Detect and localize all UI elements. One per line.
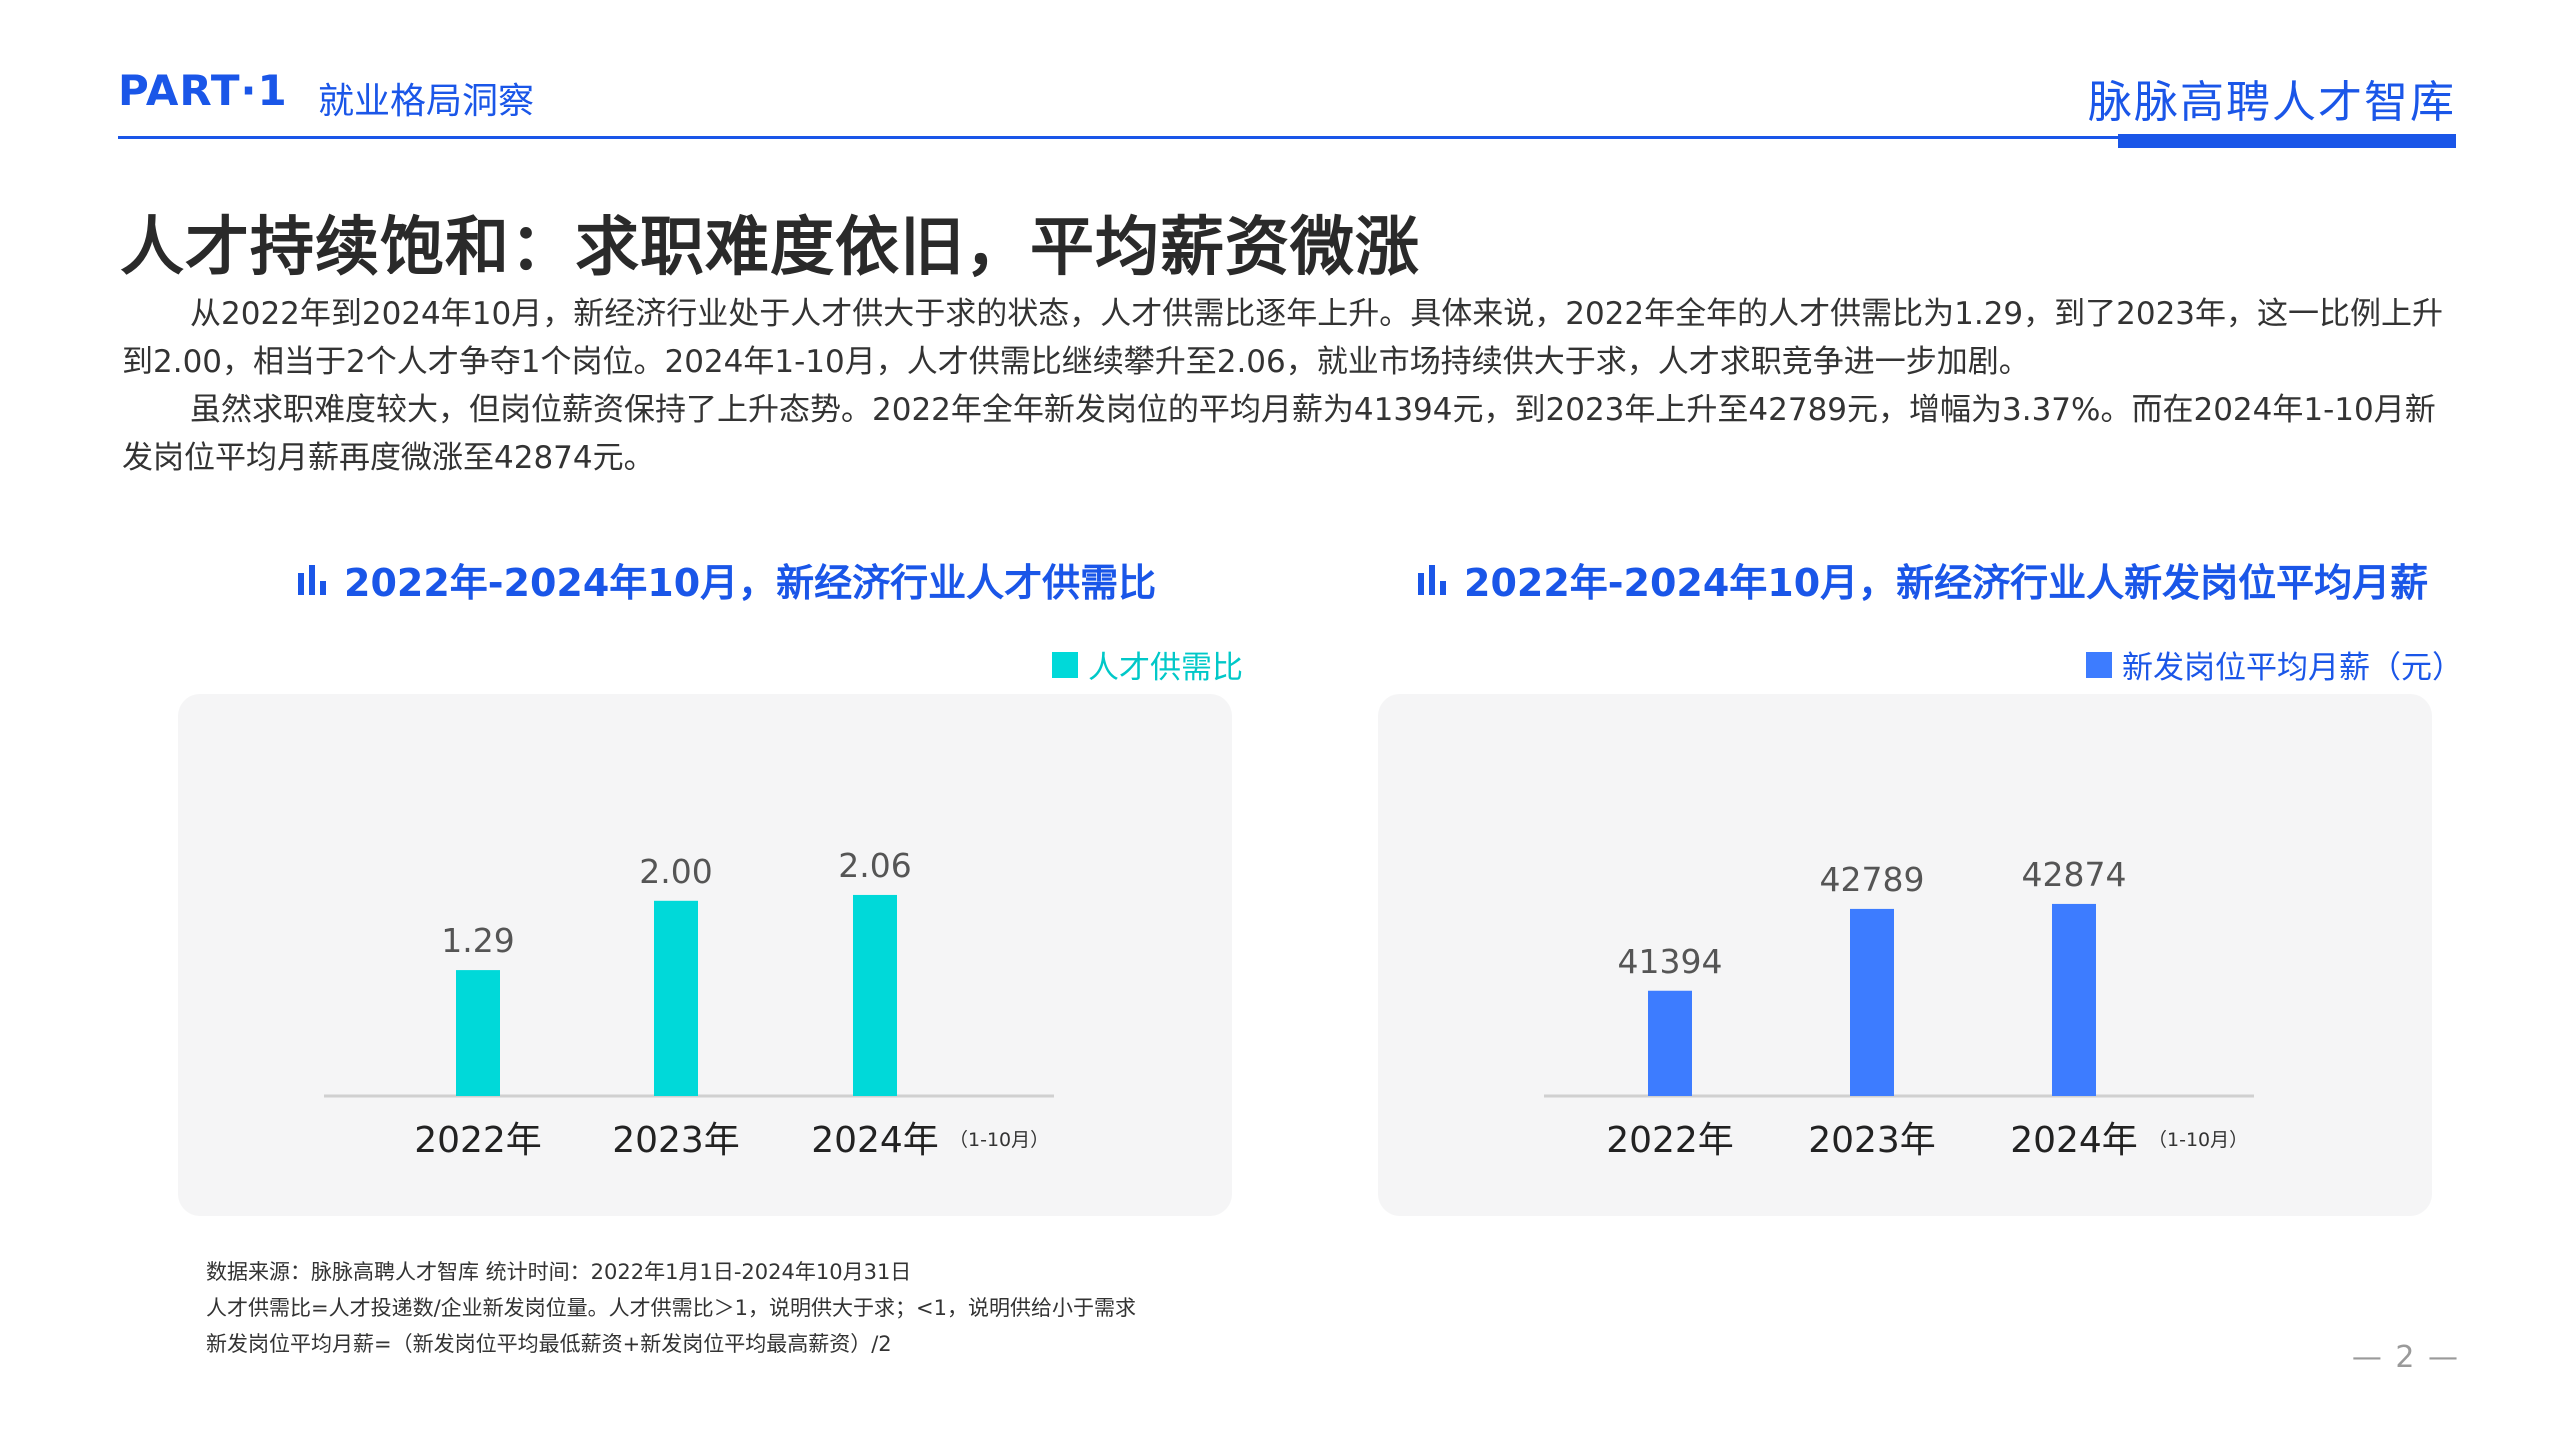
chart2-category-label: 2024年 (2010, 1120, 2138, 1161)
section-title: 就业格局洞察 (318, 81, 535, 122)
chart2-value-label: 42789 (1820, 860, 1925, 899)
chart1-title: 2022年-2024年10月，新经济行业人才供需比 (298, 552, 1156, 607)
part-label: PART·1 (118, 66, 288, 115)
page-number: — 2 — (2351, 1340, 2460, 1375)
chart1-legend: 人才供需比 (1052, 642, 1243, 687)
chart1-category-label: 2022年 (414, 1120, 542, 1161)
chart2-value-label: 42874 (2022, 855, 2127, 894)
chart2-category-label: 2022年 (1606, 1120, 1734, 1161)
chart2-legend: 新发岗位平均月薪（元） (2086, 642, 2463, 687)
chart2-legend-label: 新发岗位平均月薪（元） (2122, 650, 2463, 686)
chart1-category-label: 2023年 (612, 1120, 740, 1161)
chart1-bar (456, 970, 500, 1096)
brand-underline-bar (2118, 134, 2456, 148)
chart1-value-label: 2.00 (639, 852, 712, 891)
header-divider (118, 136, 2456, 139)
chart2-title: 2022年-2024年10月，新经济行业人新发岗位平均月薪 (1418, 552, 2428, 607)
chart1-legend-label: 人才供需比 (1088, 650, 1243, 686)
page-title: 人才持续饱和：求职难度依旧，平均薪资微涨 (120, 211, 1420, 285)
note-source: 数据来源：脉脉高聘人才智库 统计时间：2022年1月1日-2024年10月31日 (206, 1260, 912, 1284)
chart1-bar (853, 894, 897, 1096)
chart2-value-label: 41394 (1618, 942, 1723, 981)
chart2-bar (2052, 903, 2096, 1096)
chart1-panel: 1.29 2022年 2.00 2023年 2.06 2024年 （1-10月） (178, 694, 1232, 1216)
paragraph-2: 虽然求职难度较大，但岗位薪资保持了上升态势。2022年全年新发岗位的平均月薪为4… (122, 392, 2436, 476)
note-ratio-definition: 人才供需比=人才投递数/企业新发岗位量。人才供需比＞1，说明供大于求；<1，说明… (206, 1296, 1136, 1320)
chart2-plot: 41394 2022年 42789 2023年 42874 2024年 （1-10月） (1544, 855, 2254, 1161)
chart2-panel: 41394 2022年 42789 2023年 42874 2024年 （1-10月） (1378, 694, 2432, 1216)
chart1-value-label: 1.29 (441, 921, 514, 960)
paragraph-1: 从2022年到2024年10月，新经济行业处于人才供大于求的状态，人才供需比逐年… (122, 296, 2444, 380)
chart1-legend-swatch (1052, 651, 1078, 678)
brand-name: 脉脉高聘人才智库 (2088, 77, 2456, 128)
chart2-legend-swatch (2086, 651, 2112, 678)
chart1-category-label: 2024年 (811, 1120, 939, 1161)
chart1-title-text: 2022年-2024年10月，新经济行业人才供需比 (344, 561, 1157, 605)
chart1-value-label: 2.06 (838, 846, 911, 885)
source-notes: 数据来源：脉脉高聘人才智库 统计时间：2022年1月1日-2024年10月31日… (206, 1254, 1136, 1362)
bar-chart-icon (298, 564, 326, 595)
chart1-plot: 1.29 2022年 2.00 2023年 2.06 2024年 （1-10月） (324, 846, 1054, 1161)
chart2-category-label: 2023年 (1808, 1120, 1936, 1161)
chart2-category-note: （1-10月） (2148, 1129, 2248, 1151)
chart1-bar (654, 900, 698, 1096)
chart1-category-note: （1-10月） (949, 1129, 1049, 1151)
note-salary-definition: 新发岗位平均月薪=（新发岗位平均最低薪资+新发岗位平均最高薪资）/2 (206, 1332, 892, 1356)
chart2-bar (1648, 990, 1692, 1096)
chart2-title-text: 2022年-2024年10月，新经济行业人新发岗位平均月薪 (1464, 561, 2429, 605)
bar-chart-icon (1418, 564, 1446, 595)
chart2-bar (1850, 908, 1894, 1096)
